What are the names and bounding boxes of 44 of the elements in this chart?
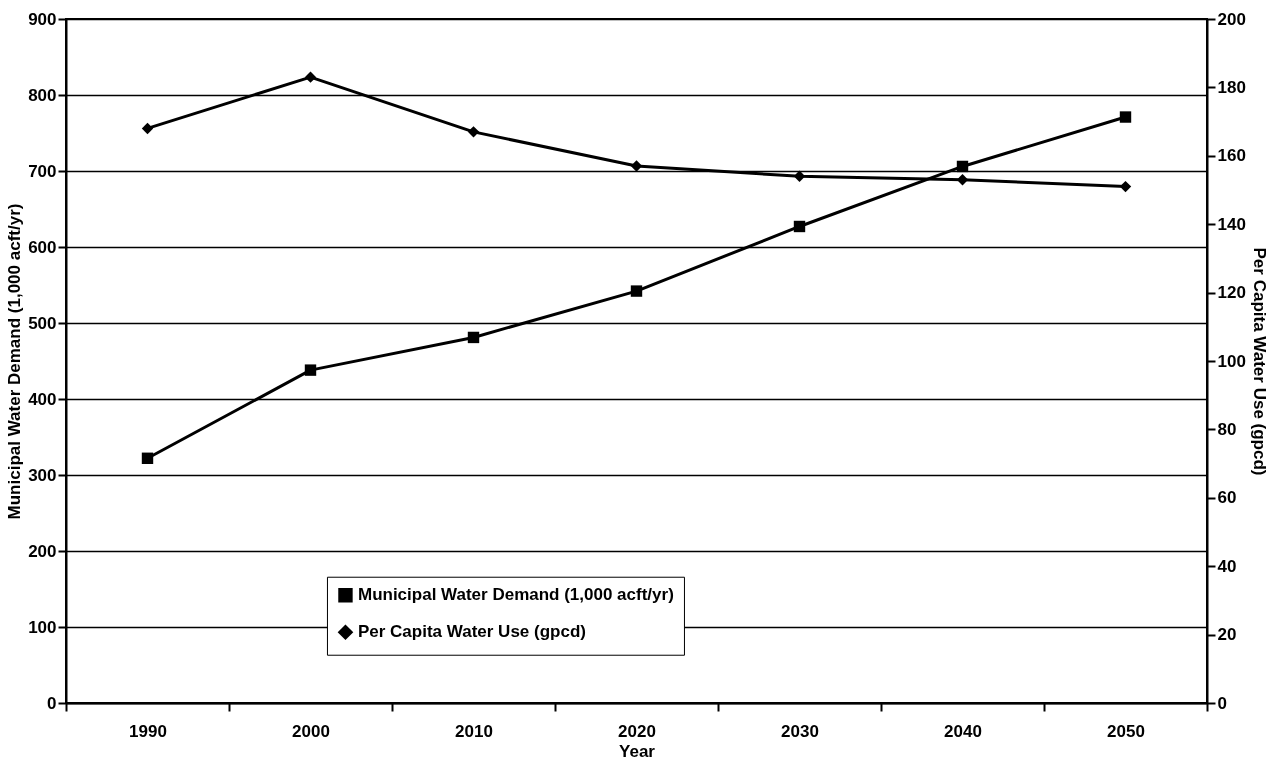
y2-tick-label: 100 — [1217, 351, 1246, 371]
y-tick-label: 200 — [28, 541, 57, 561]
y-axis-title: Municipal Water Demand (1,000 acft/yr) — [5, 203, 25, 520]
point — [467, 126, 480, 138]
point — [793, 220, 806, 233]
y2-axis-title: Per Capita Water Use (gpcd) — [1249, 247, 1269, 476]
x-axis-title: Year — [619, 741, 656, 761]
y2-tick-label: 160 — [1217, 146, 1246, 166]
y2-tick-label: 80 — [1217, 419, 1237, 439]
x-tick-label: 2000 — [292, 721, 330, 741]
point — [630, 285, 643, 297]
y-tick-label: 500 — [28, 313, 57, 333]
y-tick-label: 900 — [28, 9, 57, 29]
y-tick-label: 800 — [28, 85, 57, 105]
point — [304, 364, 317, 376]
x-tick-label: 1990 — [129, 721, 167, 741]
y2-tick-label: 40 — [1217, 556, 1237, 576]
y-tick-label: 300 — [28, 465, 57, 485]
x-tick-label: 2010 — [455, 721, 493, 741]
y-tick-label: 400 — [28, 389, 57, 409]
y2-tick-label: 120 — [1217, 283, 1246, 303]
y2-tick-label: 200 — [1217, 9, 1246, 29]
point — [1119, 180, 1132, 193]
point — [141, 452, 154, 464]
y2-tick-label: 140 — [1217, 214, 1246, 234]
legend-label: Per Capita Water Use (gpcd) — [357, 622, 586, 642]
x-tick-label: 2050 — [1107, 721, 1145, 741]
point — [467, 331, 480, 344]
y-tick-label: 100 — [28, 617, 57, 637]
legend-label: Municipal Water Demand (1,000 acft/yr) — [357, 585, 674, 605]
y2-tick-label: 60 — [1217, 488, 1237, 508]
y2-tick-label: 20 — [1217, 625, 1237, 645]
x-tick-label: 2030 — [781, 721, 819, 741]
point — [304, 71, 317, 83]
y-tick-label: 0 — [47, 693, 57, 713]
point — [956, 160, 969, 173]
x-tick-label: 2040 — [944, 721, 982, 741]
point — [1119, 111, 1132, 123]
x-tick-label: 2020 — [618, 721, 656, 741]
y2-tick-label: 0 — [1217, 693, 1227, 713]
y-tick-label: 700 — [28, 161, 57, 181]
y2-tick-label: 180 — [1217, 77, 1246, 97]
point — [141, 122, 154, 135]
y-tick-label: 600 — [28, 237, 57, 257]
